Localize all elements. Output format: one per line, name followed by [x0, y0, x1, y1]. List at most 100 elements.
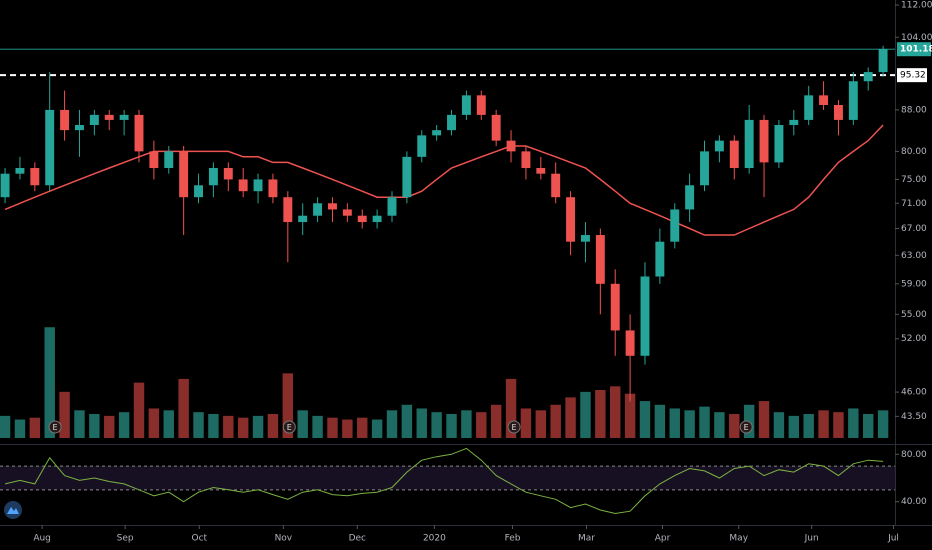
y-tick-label: 59.00 [901, 279, 927, 289]
volume-bar [446, 414, 457, 438]
x-tick-label: Mar [578, 534, 595, 544]
alert-badge [897, 68, 927, 83]
candle-body [580, 235, 590, 242]
volume-bar [401, 404, 413, 438]
x-tick-label: Sep [117, 534, 134, 544]
volume-bar [565, 397, 576, 438]
candle-body [536, 167, 546, 174]
volume-bar [416, 408, 427, 438]
volume-bar [520, 408, 532, 438]
candle-body [640, 276, 650, 356]
volume-bar [118, 412, 130, 438]
x-tick-label: Nov [275, 534, 293, 544]
x-tick-label: Feb [505, 534, 521, 544]
volume-bar [282, 373, 294, 438]
volume-bar [863, 414, 874, 438]
earnings-label: E [53, 423, 58, 432]
candle-body [714, 140, 724, 152]
volume-bar [29, 417, 41, 438]
volume-bar [535, 410, 547, 438]
volume-bar [773, 412, 785, 438]
volume-bar [669, 408, 680, 438]
volume-bar [44, 327, 55, 438]
volume-bar [684, 410, 695, 438]
candle-body [729, 140, 739, 168]
candle-body [625, 330, 635, 356]
y-tick-label: 52.00 [901, 334, 927, 344]
earnings-label: E [744, 423, 749, 432]
earnings-marker [48, 420, 62, 434]
rsi-band [0, 466, 895, 490]
candle-body [208, 167, 218, 186]
candle-body [551, 173, 561, 198]
candle-body [700, 151, 709, 186]
candle-body [476, 95, 486, 115]
volume-bar [490, 404, 502, 438]
x-tick-label: Jun [804, 534, 819, 544]
candle-body [402, 156, 412, 198]
volume-bar [267, 414, 279, 438]
y-tick-label: 88.00 [901, 105, 927, 115]
candle-body [30, 167, 40, 186]
candle-body [0, 173, 10, 198]
volume-bar [14, 419, 26, 438]
candle-body [461, 95, 471, 115]
volume-bar [550, 404, 561, 438]
candle-body [774, 125, 784, 163]
candle-body [878, 49, 888, 73]
candle-body [342, 209, 352, 216]
volume-bar [654, 404, 666, 438]
candle-body [149, 151, 159, 168]
earnings-marker [507, 420, 521, 434]
candle-body [268, 179, 278, 198]
candle-body [521, 151, 531, 168]
volume-bar [252, 415, 264, 438]
volume-bar [89, 414, 100, 438]
volume-bar [788, 415, 800, 438]
candle-body [134, 114, 144, 152]
candle-body [417, 135, 427, 157]
volume-bar [312, 415, 323, 438]
x-tick-label: Apr [655, 534, 671, 544]
candle-body [60, 109, 70, 131]
volume-bar [699, 406, 710, 438]
rsi-line [4, 447, 884, 515]
candle-body [253, 179, 263, 192]
volume-bar [237, 417, 249, 438]
volume-bar [104, 415, 115, 438]
x-tick-label: May [729, 534, 748, 544]
candle-body [670, 209, 680, 242]
y-tick-label: 75.00 [901, 175, 927, 185]
rsi-y-tick-label: 40.00 [901, 497, 927, 507]
y-tick-label: 43.50 [901, 412, 927, 422]
x-tick-label: Oct [191, 534, 207, 544]
volume-bar [803, 414, 814, 438]
candle-body [119, 114, 129, 120]
volume-bar [74, 410, 85, 438]
candle-body [819, 95, 829, 105]
candle-body [89, 114, 99, 126]
candle-body [804, 95, 814, 120]
volume-bar [580, 391, 591, 438]
volume-bar [624, 393, 636, 438]
candle-body [610, 283, 620, 331]
earnings-marker [739, 420, 753, 434]
volume-bar [595, 390, 606, 438]
volume-bar [223, 415, 234, 438]
volume-bar [818, 410, 829, 438]
x-tick-label: 2020 [423, 534, 446, 544]
volume-bar [163, 410, 174, 438]
candle-body [45, 109, 55, 186]
volume-bar [208, 414, 219, 438]
volume-bar [193, 412, 204, 438]
candle-body [491, 114, 501, 141]
volume-bar [848, 408, 859, 438]
volume-bar [758, 401, 770, 438]
y-tick-label: 46.00 [901, 388, 927, 398]
candle-body [387, 197, 397, 216]
volume-bar [714, 412, 725, 438]
candle-body [15, 167, 25, 174]
logo [4, 501, 22, 519]
